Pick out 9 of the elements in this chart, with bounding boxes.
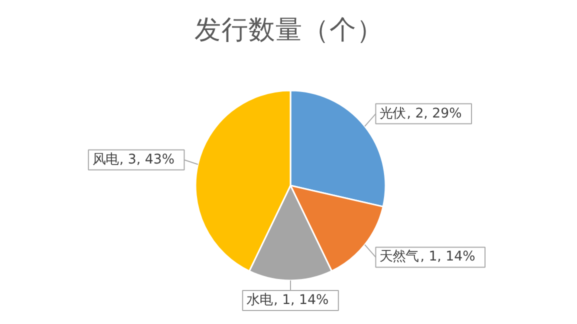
data-label: , 1, 14% (274, 293, 329, 308)
chart-title: 发行数量（个） (194, 14, 384, 46)
slice-label: 水电 (246, 293, 273, 308)
slice-label: 风电 (92, 152, 118, 168)
data-label: , 1, 14% (420, 250, 476, 265)
data-label: , 3, 43% (119, 152, 174, 168)
slice-label: 光伏 (380, 106, 406, 122)
data-label: , 2, 29% (406, 106, 462, 122)
slice-label: 天然气 (380, 250, 419, 265)
